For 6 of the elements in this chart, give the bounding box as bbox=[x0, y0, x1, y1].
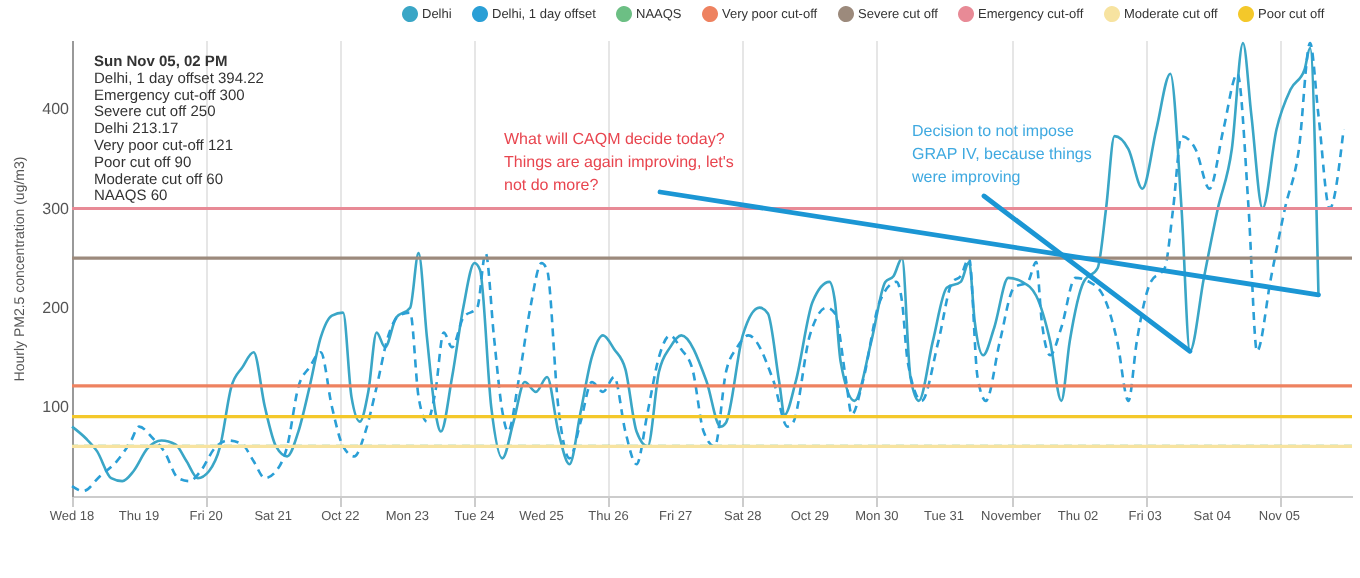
y-tick-label: 400 bbox=[42, 100, 71, 119]
annotation: What will CAQM decide today? Things are again improving, let's not do more? bbox=[504, 130, 734, 194]
annotation: Decision to not impose GRAP IV, because things were improving bbox=[910, 122, 1092, 186]
y-tick-label: 200 bbox=[42, 298, 71, 317]
y-tick-label: 100 bbox=[42, 397, 71, 416]
y-tick-label: 300 bbox=[42, 199, 71, 218]
